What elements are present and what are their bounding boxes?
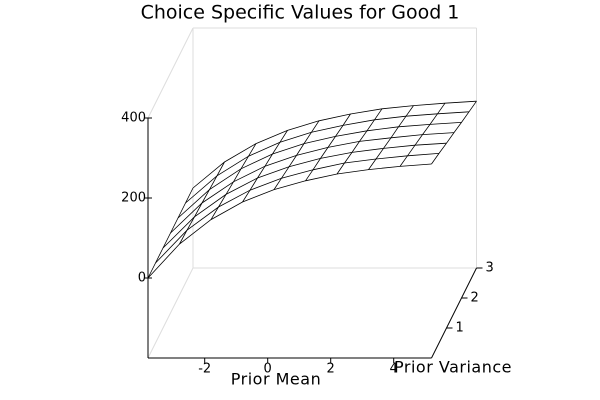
surface-row	[177, 122, 462, 219]
surface-column	[179, 161, 225, 245]
y-tick-label: 1	[456, 321, 464, 336]
surface-column	[399, 102, 446, 167]
y-tick-label: 3	[486, 261, 494, 276]
surface-row	[192, 100, 477, 189]
z-tick-label: 400	[121, 111, 146, 126]
surface-column	[368, 105, 414, 170]
x-tick-label: 0	[264, 362, 272, 377]
surface-column	[431, 100, 477, 165]
z-tick-label: 0	[138, 271, 146, 286]
x-tick-label: -2	[198, 362, 211, 377]
chart-title: Choice Specific Values for Good 1	[141, 2, 460, 24]
surface-row	[147, 163, 432, 279]
y-tick-label: 2	[471, 291, 479, 306]
frame	[147, 267, 194, 359]
surface-row	[170, 132, 455, 234]
surface-row	[162, 142, 447, 249]
surface-column	[336, 108, 383, 175]
surface-column	[242, 130, 288, 203]
y-axis	[431, 267, 477, 359]
surface-row	[155, 153, 440, 264]
x-axis-label: Prior Mean	[231, 370, 321, 389]
surface-column	[273, 120, 320, 190]
x-tick-label: 2	[327, 362, 335, 377]
x-tick-label: 4	[390, 362, 398, 377]
surface-column	[305, 113, 351, 182]
surface-row	[185, 111, 470, 204]
surface-column	[147, 187, 194, 279]
y-axis-label: Prior Variance	[394, 358, 512, 377]
frame	[147, 27, 194, 119]
z-tick-label: 200	[121, 191, 146, 206]
surface-column	[210, 143, 257, 220]
